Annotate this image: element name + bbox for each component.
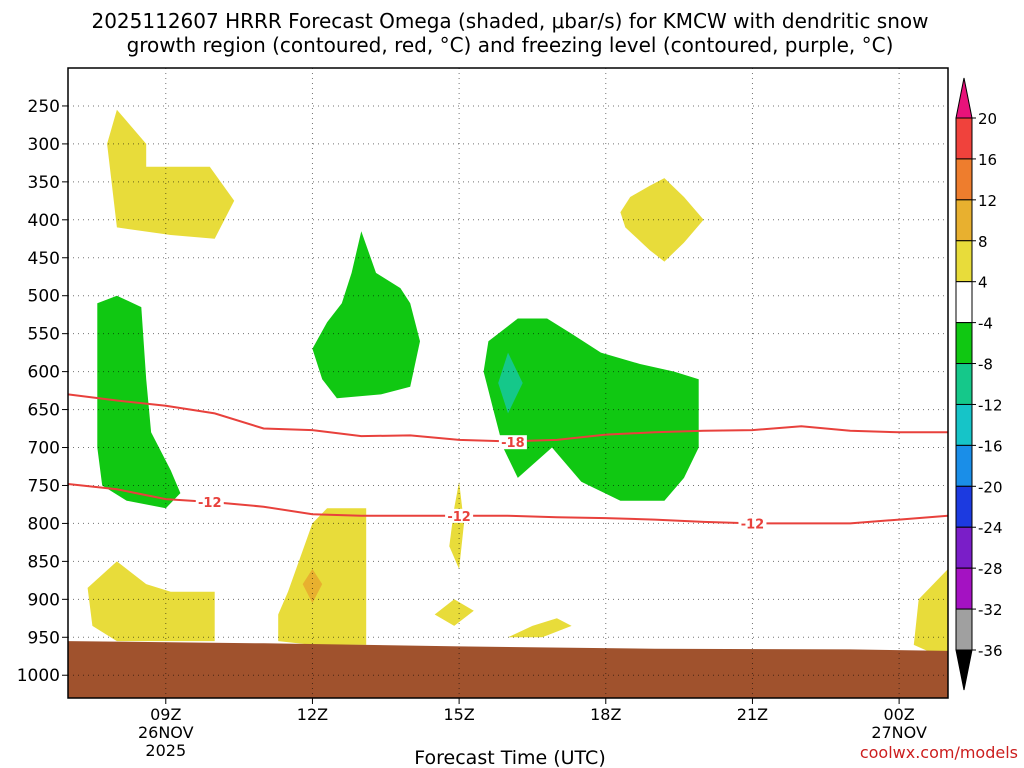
x-tick-sublabel-year: 2025	[145, 741, 186, 760]
colorbar-label: 12	[978, 192, 997, 210]
colorbar-label: -8	[978, 356, 993, 374]
colorbar: 20 16 12 8 4 -4 -8 -12 -16 -20 -24 -28 -32 -36	[955, 77, 1003, 691]
colorbar-segment	[955, 199, 973, 242]
colorbar-bottom-arrow	[955, 649, 973, 691]
omega-region-sink-16z-core	[498, 352, 523, 414]
isotherm-label-bg	[195, 495, 224, 510]
isotherm-label: -12	[198, 496, 222, 511]
y-tick-label: 650	[28, 401, 60, 421]
terrain-fill	[68, 641, 948, 698]
y-tick-label: 350	[28, 173, 60, 193]
y-tick-label: 500	[28, 287, 60, 307]
colorbar-segment	[955, 363, 973, 405]
y-tick-label: 600	[28, 363, 60, 383]
colorbar-label: 16	[978, 151, 997, 169]
x-tick-label: 21Z	[737, 705, 768, 724]
colorbar-label: -12	[978, 396, 1003, 414]
y-tick-label: 1000	[17, 666, 60, 686]
y-tick-label: 250	[28, 97, 60, 117]
colorbar-segment	[955, 403, 973, 446]
colorbar-segment	[955, 158, 973, 201]
colorbar-label: -28	[978, 560, 1003, 578]
isotherm-label-bg	[445, 508, 474, 523]
x-tick-label: 15Z	[443, 705, 474, 724]
colorbar-segment	[955, 608, 973, 651]
chart-title-line1: 2025112607 HRRR Forecast Omega (shaded, …	[91, 9, 928, 33]
y-tick-label: 300	[28, 135, 60, 155]
credit-text: coolwx.com/models	[860, 743, 1018, 762]
colorbar-label: -36	[978, 642, 1003, 660]
colorbar-segment	[955, 567, 973, 610]
omega-region-sink-17z	[483, 318, 699, 501]
y-tick-label: 400	[28, 211, 60, 231]
x-tick-label: 18Z	[590, 705, 621, 724]
omega-region-weak-rise-15z	[449, 481, 464, 569]
colorbar-label: 4	[978, 274, 988, 292]
colorbar-segment	[955, 240, 973, 283]
colorbar-label: 8	[978, 233, 988, 251]
colorbar-label: -16	[978, 437, 1003, 455]
omega-region-weak-rise-12z	[278, 508, 367, 645]
colorbar-segment	[955, 281, 973, 324]
omega-region-weak-rise-16z-low	[508, 618, 572, 638]
plot-area: -18 -12 -12 -12	[67, 67, 949, 699]
omega-region-weak-rise-low-left	[87, 561, 215, 642]
colorbar-segment	[955, 444, 973, 487]
isotherm-label: -18	[501, 436, 525, 451]
omega-region-sink-13z	[312, 231, 420, 399]
isotherm-label: -12	[741, 517, 765, 532]
colorbar-segment	[955, 322, 973, 365]
isotherm-label-bg	[498, 435, 527, 450]
y-tick-label: 750	[28, 476, 60, 496]
y-tick-label: 950	[28, 628, 60, 648]
x-tick-label: 09Z	[150, 705, 181, 724]
y-axis: 250 300 350 400 450 500 550 600 650 700 750 800 850 9…	[17, 97, 68, 686]
omega-region-weak-rise-upper-left	[107, 109, 235, 239]
omega-region-weak-rise-right-edge	[913, 569, 948, 660]
colorbar-label: -32	[978, 601, 1003, 619]
y-tick-label: 450	[28, 249, 60, 269]
colorbar-segment	[955, 526, 973, 569]
x-tick-sublabel-date: 27NOV	[871, 723, 927, 742]
y-tick-label: 850	[28, 552, 60, 572]
omega-region-weak-rise-19z	[620, 178, 704, 262]
plot-frame	[67, 67, 949, 699]
x-tick-sublabel-date: 26NOV	[138, 723, 194, 742]
y-tick-label: 800	[28, 514, 60, 534]
x-axis-label: Forecast Time (UTC)	[414, 747, 605, 768]
y-tick-label: 550	[28, 325, 60, 345]
colorbar-label: 20	[978, 110, 997, 128]
x-tick-label: 00Z	[883, 705, 914, 724]
colorbar-segment	[955, 117, 973, 160]
colorbar-label: -24	[978, 519, 1003, 537]
colorbar-top-arrow	[955, 77, 973, 119]
chart-title-line2: growth region (contoured, red, °C) and f…	[127, 33, 894, 57]
plot-inner: -18 -12 -12 -12	[68, 68, 948, 698]
colorbar-label: -20	[978, 478, 1003, 496]
y-tick-label: 900	[28, 590, 60, 610]
omega-region-moderate-rise-12z-core	[302, 569, 323, 604]
omega-region-weak-rise-15z-low	[434, 599, 474, 626]
y-tick-label: 700	[28, 439, 60, 459]
isotherm-label-bg	[738, 516, 767, 531]
x-tick-label: 12Z	[297, 705, 328, 724]
isotherm-label: -12	[447, 510, 471, 525]
colorbar-label: -4	[978, 315, 993, 333]
colorbar-segment	[955, 485, 973, 528]
